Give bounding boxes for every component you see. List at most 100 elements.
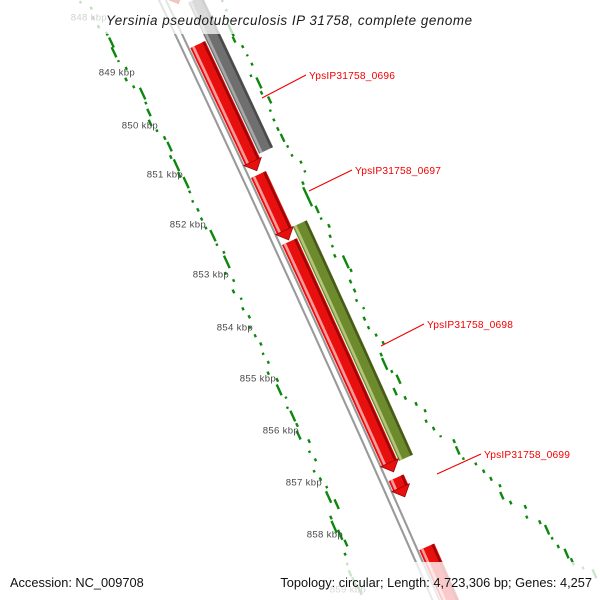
leader-line-YpsIP31758_0696 <box>261 74 307 99</box>
tick-dash <box>199 217 204 222</box>
tick-dash <box>266 95 273 104</box>
gene-arrow-red-cds-0698[interactable] <box>282 238 399 473</box>
gene-arrow-olive-gene-0698[interactable] <box>292 220 414 461</box>
tick-dash <box>439 434 443 438</box>
tick-dash <box>182 176 190 189</box>
tick-dash <box>312 469 316 473</box>
map-title: Yersinia pseudotuberculosis IP 31758, co… <box>106 13 473 28</box>
ruler-label-857-kbp: 857 kbp <box>286 477 322 488</box>
tick-dash <box>232 278 236 283</box>
tick-dash <box>295 430 302 440</box>
gene-shade-red-cds-upper <box>202 41 260 160</box>
gene-shade-red-cds-0697 <box>263 171 292 229</box>
tick-dash <box>209 229 217 242</box>
gene-body-red-cds-upper[interactable] <box>190 41 260 165</box>
tick-dash <box>414 401 418 407</box>
tick-dash <box>268 109 272 113</box>
genome-backbone[interactable] <box>143 0 455 600</box>
tick-dash <box>231 289 236 294</box>
tick-dash <box>343 552 347 557</box>
tick-dash <box>155 129 159 133</box>
tick-dash <box>366 325 371 330</box>
tick-dash <box>329 515 333 520</box>
tick-dash <box>489 476 493 482</box>
tick-dash <box>395 374 402 385</box>
gene-label-YpsIP31758_0698[interactable]: YpsIP31758_0698 <box>427 320 513 331</box>
tick-dash <box>272 118 276 122</box>
tick-dash <box>286 144 290 149</box>
tick-dash <box>215 243 219 247</box>
tick-dash <box>474 462 478 466</box>
gene-labels: YpsIP31758_0696 YpsIP31758_0697 YpsIP31758… <box>261 71 570 475</box>
tick-dash <box>307 450 312 454</box>
ruler-label-852-kbp: 852 kbp <box>170 219 206 230</box>
tick-dash <box>261 352 265 356</box>
tick-dash <box>231 36 237 44</box>
tick-dash <box>313 457 318 462</box>
gene-label-YpsIP31758_0697[interactable]: YpsIP31758_0697 <box>355 166 441 177</box>
status-topology: Topology: circular; Length: 4,723,306 bp… <box>280 575 592 590</box>
gene-highlight-red-cds-upper <box>192 46 250 165</box>
tick-dash <box>306 196 314 207</box>
gene-body-red-cds-0698[interactable] <box>282 238 398 467</box>
tick-dash <box>240 44 245 49</box>
tick-dash <box>241 306 245 311</box>
tick-dash <box>330 520 338 534</box>
gene-shade-olive-gene-0698 <box>304 220 413 456</box>
tick-dash <box>191 199 195 203</box>
tick-dash <box>204 226 208 230</box>
tick-dash <box>403 395 408 401</box>
tick-dash <box>285 406 289 410</box>
tick-dash <box>481 469 486 474</box>
tick-dash <box>333 253 337 259</box>
gene-arrow-red-cds-0699[interactable] <box>388 474 411 498</box>
tick-dash <box>330 244 335 248</box>
tick-dash <box>110 46 118 58</box>
tick-dash <box>266 360 270 365</box>
tick-dash <box>172 158 181 172</box>
gene-arrow-red-cds-upper[interactable] <box>190 41 262 172</box>
tick-dash <box>302 186 310 199</box>
tick-dash <box>314 205 320 214</box>
gene-arrowhead-red-cds-0699[interactable] <box>390 483 411 498</box>
gene-label-YpsIP31758_0699[interactable]: YpsIP31758_0699 <box>484 450 570 461</box>
tick-dash <box>239 297 243 301</box>
gene-label-YpsIP31758_0696[interactable]: YpsIP31758_0696 <box>309 71 395 82</box>
gene-arrow-red-cds-0697[interactable] <box>251 171 294 241</box>
ruler-label-850-kbp: 850 kbp <box>122 120 158 131</box>
leader-line-YpsIP31758_0698 <box>380 323 425 347</box>
gene-body-red-cds-0697[interactable] <box>251 171 292 235</box>
gene-arrowhead-red-cds-upper[interactable] <box>242 156 262 172</box>
tick-dash <box>498 483 502 488</box>
ruler-label-856-kbp: 856 kbp <box>263 425 299 436</box>
leader-line-YpsIP31758_0697 <box>308 169 353 192</box>
gene-body-red-cds-0699[interactable] <box>388 474 409 492</box>
tick-dash <box>295 422 299 428</box>
gene-highlight-red-cds-0697 <box>252 176 281 234</box>
tick-dash <box>255 76 263 89</box>
tick-dash <box>253 333 257 338</box>
ruler-label-854-kbp: 854 kbp <box>217 322 253 333</box>
tick-dash <box>381 340 385 345</box>
tick-dash <box>452 438 457 444</box>
tick-dash <box>289 410 297 422</box>
tick-dash <box>124 77 128 82</box>
tick-dash <box>523 504 528 510</box>
tick-dash <box>176 171 182 179</box>
ruler-label-855-kbp: 855 kbp <box>240 373 276 384</box>
gene-arrowhead-red-cds-0698[interactable] <box>379 458 399 473</box>
tick-dash <box>275 384 283 396</box>
gene-highlight-red-cds-0699 <box>390 479 398 491</box>
tick-dash <box>343 539 349 547</box>
gene-arrowhead-red-cds-0697[interactable] <box>274 225 294 241</box>
backbone-outer-rails[interactable] <box>143 0 455 600</box>
gene-body-olive-gene-0698[interactable] <box>292 220 414 461</box>
tick-dash <box>424 419 428 424</box>
tick-dash <box>431 426 436 431</box>
tick-dash <box>132 84 136 89</box>
tick-dash <box>563 548 570 559</box>
tick-dash <box>341 255 350 269</box>
tick-dash <box>499 491 505 500</box>
tick-dash <box>319 217 323 221</box>
tick-trail-right <box>220 0 598 579</box>
